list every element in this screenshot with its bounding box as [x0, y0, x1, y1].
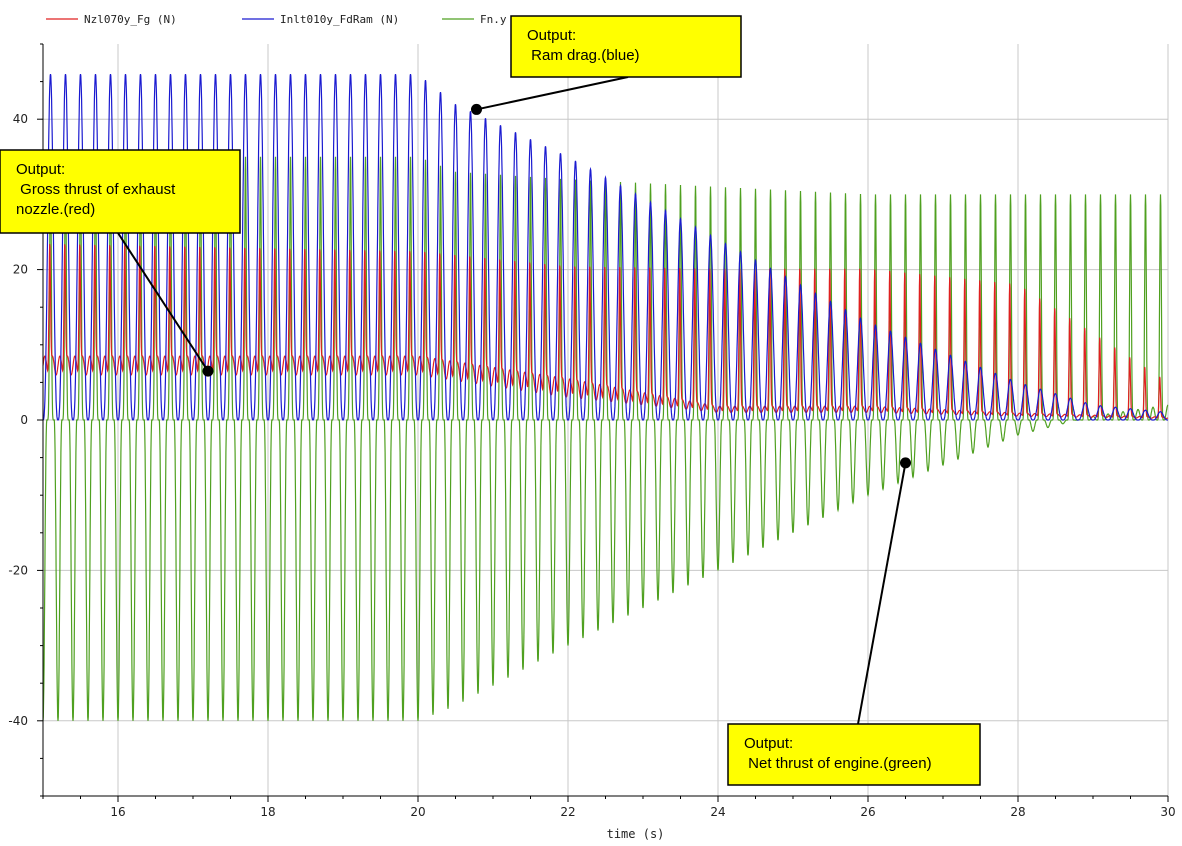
x-tick-label: 24 [710, 805, 725, 819]
series-line-1 [42, 73, 1168, 421]
annotation-text-net-thrust: Output: [744, 735, 793, 752]
annotation-leader-net-thrust [857, 462, 907, 725]
annotation-text-gross-thrust: Output: [16, 161, 65, 178]
annotation-text-ram-drag: Output: [527, 27, 576, 44]
x-tick-label: 30 [1160, 805, 1175, 819]
y-tick-label: -20 [8, 563, 28, 577]
annotation-box-gross-thrust [0, 149, 241, 234]
annotation-text-ram-drag: Ram drag.(blue) [527, 47, 640, 64]
x-tick-label: 26 [860, 805, 875, 819]
annotation-box-ram-drag [510, 15, 742, 78]
y-tick-label: -40 [8, 714, 28, 728]
annotation-leader-gross-thrust [117, 232, 209, 372]
series-line-0 [42, 243, 1169, 420]
x-axis-label: time (s) [607, 827, 665, 841]
legend-label-0: Nzl070y_Fg (N) [84, 13, 177, 26]
x-tick-label: 20 [410, 805, 425, 819]
y-tick-label: 40 [13, 112, 28, 126]
axes: 16 18 20 22 24 26 28 30 -40 -20 0 20 40 time (s) [8, 43, 1176, 841]
annotation-text-gross-thrust: Gross thrust of exhaust [16, 181, 176, 198]
annotation-dot-ram-drag [471, 103, 482, 115]
annotation-box-net-thrust [727, 723, 981, 786]
legend-label-1: Inlt010y_FdRam (N) [280, 13, 399, 26]
y-tick-label: 0 [20, 413, 28, 427]
annotation-leader-ram-drag [476, 76, 629, 111]
series-line-2 [42, 156, 1169, 721]
legend-label-2: Fn.y [480, 13, 507, 26]
x-tick-label: 22 [560, 805, 575, 819]
annotation-text-gross-thrust: nozzle.(red) [16, 201, 95, 218]
annotation-dot-gross-thrust [202, 365, 214, 377]
x-tick-label: 16 [110, 805, 125, 819]
y-tick-label: 20 [13, 263, 28, 277]
x-tick-label: 28 [1010, 805, 1025, 819]
annotations: Output: Ram drag.(blue) Output: Gross thr… [0, 15, 981, 786]
x-tick-label: 18 [260, 805, 275, 819]
annotation-dot-net-thrust [900, 457, 911, 469]
annotation-text-net-thrust: Net thrust of engine.(green) [744, 755, 932, 772]
legend: Nzl070y_Fg (N) Inlt010y_FdRam (N) Fn.y [46, 13, 507, 26]
